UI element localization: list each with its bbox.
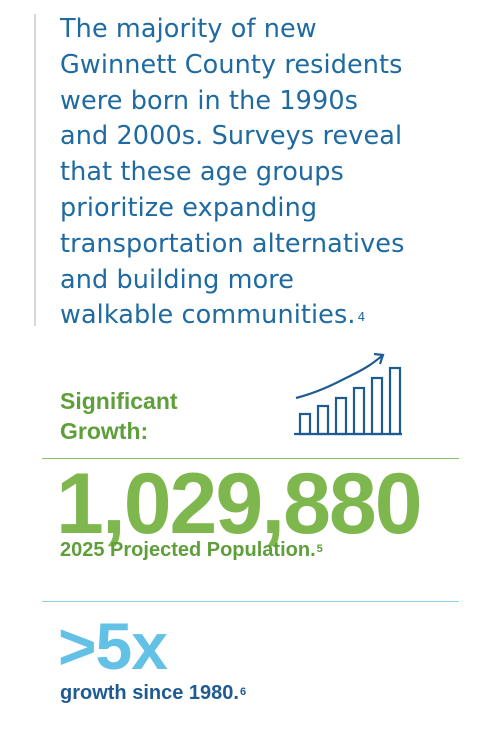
intro-line: and 2000s. Surveys reveal — [60, 121, 403, 152]
section-divider — [42, 601, 459, 602]
footnote-marker: 4 — [357, 310, 366, 325]
intro-line: and building more — [60, 264, 295, 295]
intro-line: were born in the 1990s — [60, 85, 359, 116]
intro-paragraph: The majority of new Gwinnett County resi… — [60, 12, 460, 334]
growth-label-line: Significant — [60, 388, 178, 414]
growth-multiplier-caption: growth since 1980.6 — [60, 680, 246, 706]
population-caption: 2025 Projected Population.5 — [60, 537, 323, 563]
intro-line: transportation alternatives — [60, 228, 405, 259]
growth-multiplier: >5x — [58, 609, 168, 683]
footnote-marker: 6 — [239, 686, 247, 698]
quote-divider — [34, 14, 36, 326]
footnote-marker: 5 — [316, 543, 323, 555]
intro-line: The majority of new — [60, 14, 317, 44]
section-divider — [42, 458, 459, 459]
population-value: 1,029,880 — [56, 456, 423, 552]
population-caption-text: 2025 Projected Population. — [60, 539, 316, 561]
growth-label-line: Growth: — [60, 418, 149, 444]
bar-chart-rising-arrow-icon — [294, 352, 402, 436]
growth-multiplier-caption-text: growth since 1980. — [60, 682, 239, 704]
intro-line: prioritize expanding — [60, 192, 318, 223]
intro-line: that these age groups — [60, 157, 344, 188]
growth-label: Significant Growth: — [60, 386, 178, 446]
intro-line: Gwinnett County residents — [60, 49, 403, 80]
intro-line: walkable communities. — [60, 300, 356, 331]
